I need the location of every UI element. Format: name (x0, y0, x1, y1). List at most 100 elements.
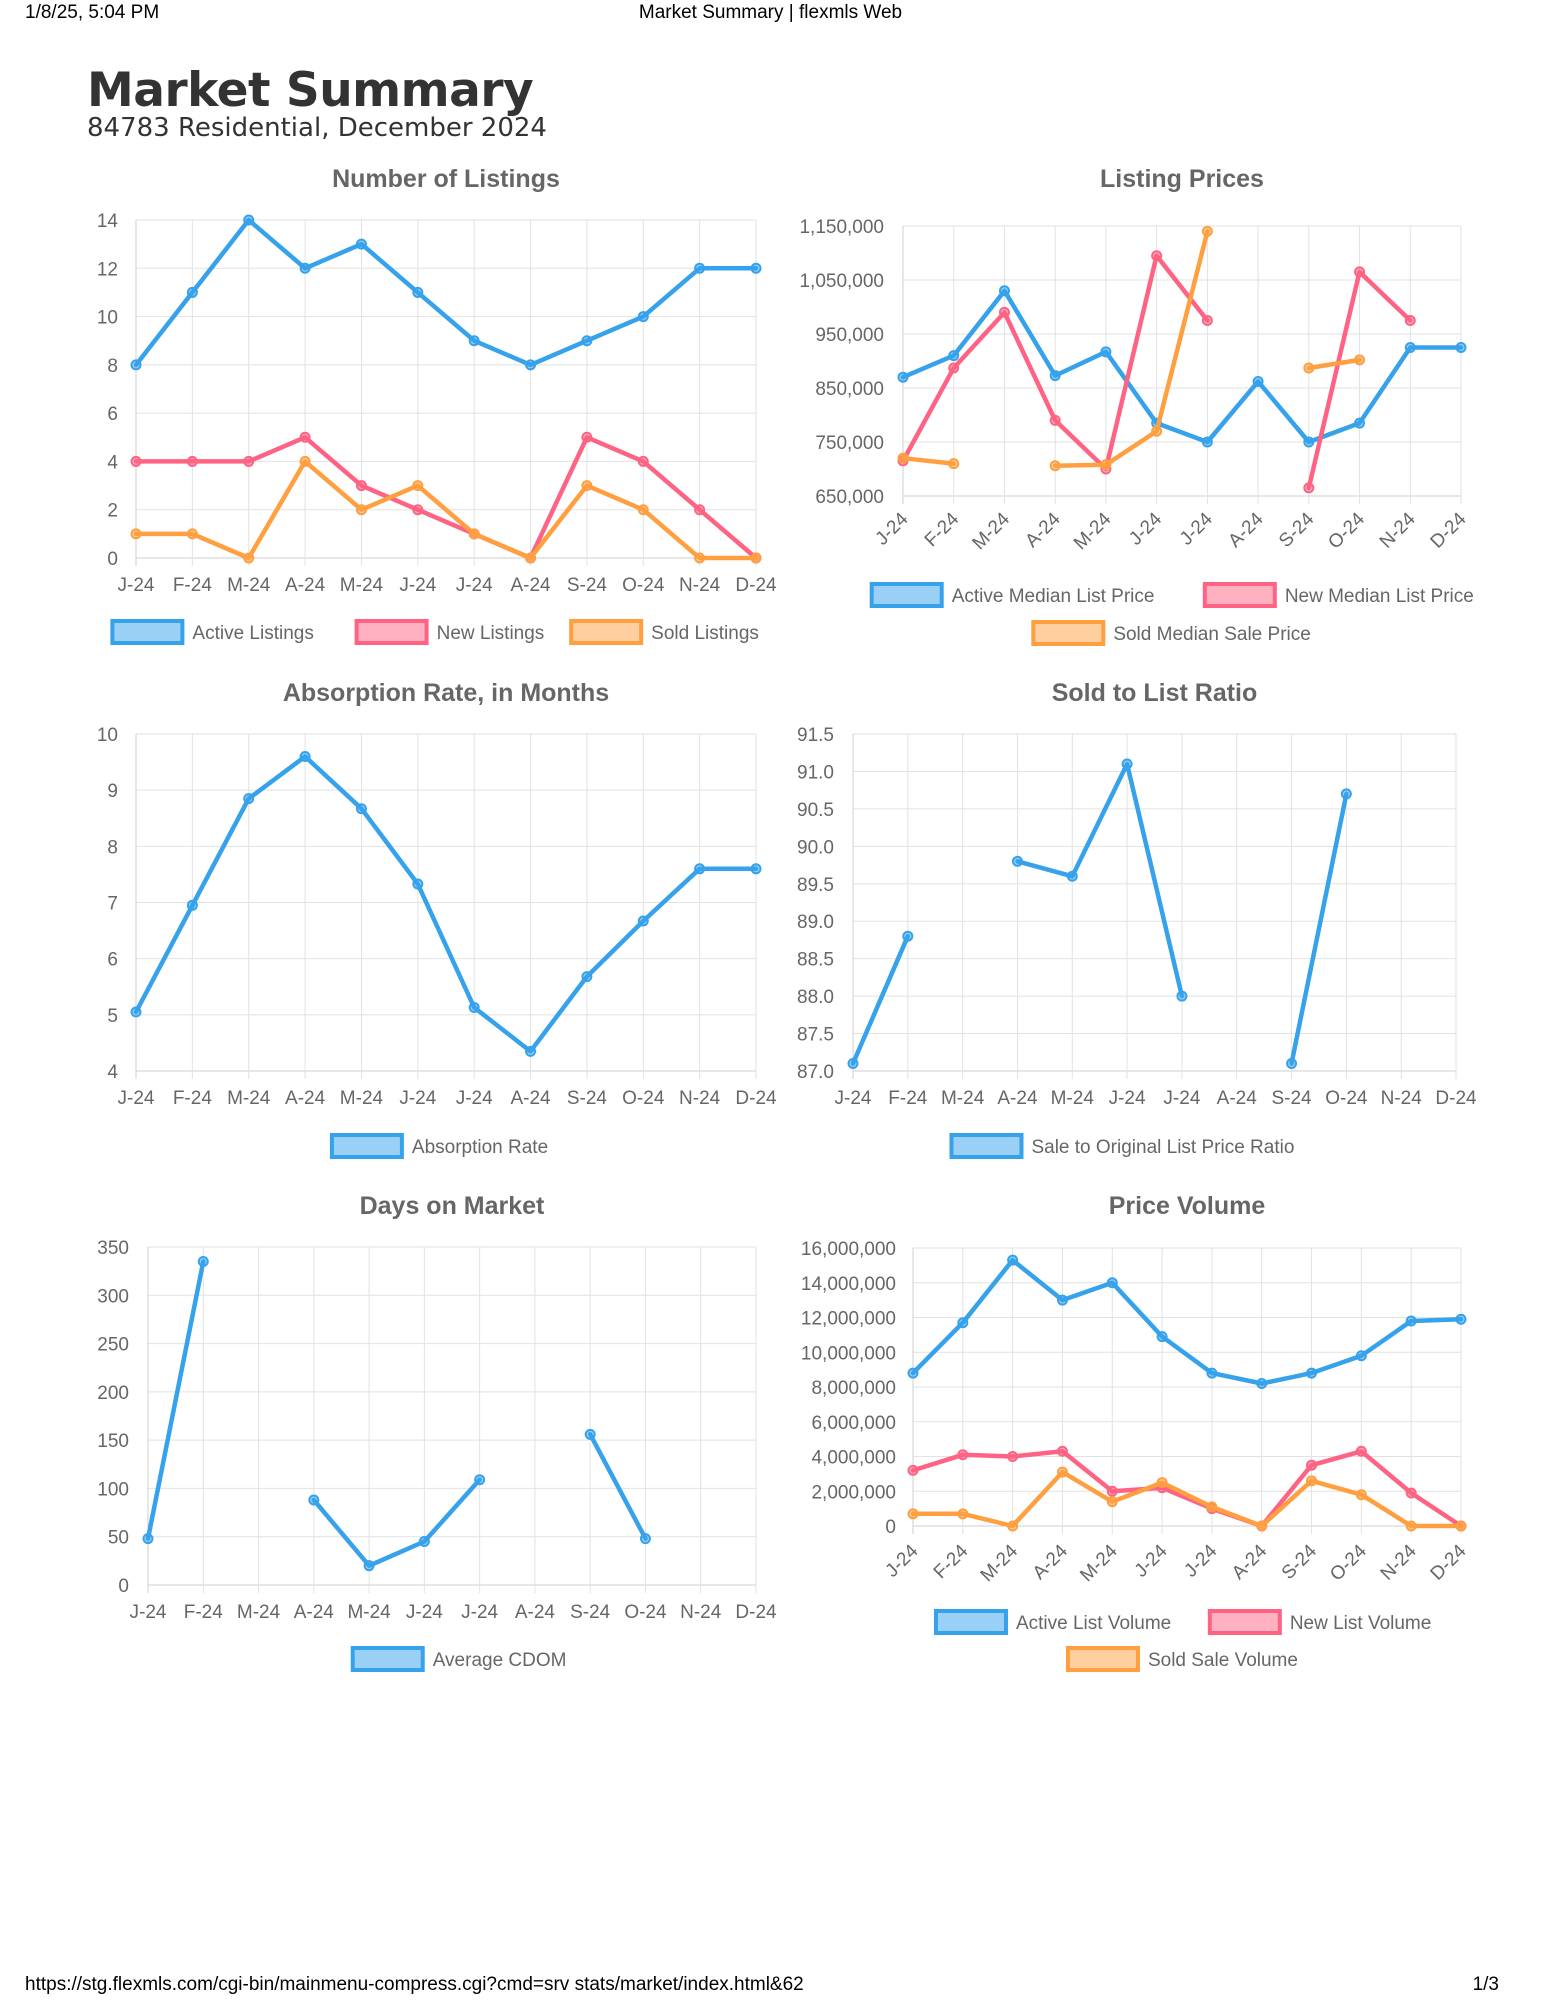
data-point[interactable] (1303, 436, 1315, 448)
data-point[interactable] (581, 431, 593, 443)
data-point[interactable] (1355, 1350, 1367, 1362)
legend-swatch[interactable] (569, 619, 644, 645)
legend-swatch[interactable] (354, 619, 429, 645)
data-point[interactable] (412, 480, 424, 492)
data-point[interactable] (1306, 1459, 1318, 1471)
legend-label[interactable]: Sold Listings (651, 623, 759, 644)
data-point[interactable] (299, 262, 311, 274)
data-point[interactable] (525, 359, 537, 371)
data-point[interactable] (355, 480, 367, 492)
legend-label[interactable]: Absorption Rate (412, 1137, 548, 1158)
data-point[interactable] (1106, 1496, 1118, 1508)
data-point[interactable] (581, 335, 593, 347)
data-point[interactable] (525, 552, 537, 564)
data-point[interactable] (639, 1533, 651, 1545)
data-point[interactable] (1011, 855, 1023, 867)
data-point[interactable] (1007, 1451, 1019, 1462)
data-point[interactable] (1354, 266, 1366, 278)
data-point[interactable] (186, 528, 198, 540)
data-point[interactable] (637, 455, 649, 467)
legend-swatch[interactable] (933, 1609, 1008, 1635)
legend-swatch[interactable] (329, 1133, 404, 1159)
data-point[interactable] (1405, 1487, 1417, 1499)
data-point[interactable] (1306, 1367, 1318, 1379)
data-point[interactable] (1256, 1520, 1268, 1532)
legend-label[interactable]: New Listings (437, 623, 545, 644)
data-point[interactable] (637, 311, 649, 323)
data-point[interactable] (186, 899, 198, 911)
data-point[interactable] (1256, 1378, 1268, 1390)
data-point[interactable] (243, 455, 255, 467)
data-point[interactable] (902, 930, 914, 942)
legend-label[interactable]: New List Volume (1290, 1613, 1432, 1634)
legend-label[interactable]: Active Median List Price (952, 586, 1155, 607)
data-point[interactable] (1340, 788, 1352, 800)
data-point[interactable] (1007, 1520, 1019, 1532)
data-point[interactable] (1106, 1277, 1118, 1289)
data-point[interactable] (1355, 1445, 1367, 1457)
data-point[interactable] (581, 971, 593, 983)
data-point[interactable] (130, 455, 142, 467)
data-point[interactable] (1404, 342, 1416, 353)
data-point[interactable] (299, 431, 311, 443)
data-point[interactable] (750, 552, 762, 564)
data-point[interactable] (847, 1058, 859, 1070)
data-point[interactable] (1303, 482, 1315, 494)
legend-swatch[interactable] (1207, 1609, 1282, 1635)
data-point[interactable] (1404, 315, 1416, 326)
legend-swatch[interactable] (949, 1133, 1024, 1159)
data-point[interactable] (1176, 990, 1188, 1002)
data-point[interactable] (637, 915, 649, 927)
data-point[interactable] (637, 504, 649, 516)
data-point[interactable] (1056, 1445, 1068, 1457)
data-point[interactable] (1056, 1466, 1068, 1478)
legend-swatch[interactable] (110, 619, 185, 645)
data-point[interactable] (1405, 1315, 1417, 1327)
data-point[interactable] (1252, 376, 1264, 388)
data-point[interactable] (907, 1508, 919, 1520)
data-point[interactable] (694, 552, 706, 564)
data-point[interactable] (694, 504, 706, 516)
data-point[interactable] (1303, 362, 1315, 374)
data-point[interactable] (1201, 315, 1213, 326)
data-point[interactable] (1455, 1313, 1467, 1325)
data-point[interactable] (1354, 417, 1366, 429)
data-point[interactable] (948, 362, 960, 374)
data-point[interactable] (1100, 346, 1112, 358)
legend-swatch[interactable] (869, 582, 944, 608)
legend-label[interactable]: Active Listings (192, 623, 313, 644)
legend-label[interactable]: New Median List Price (1285, 586, 1474, 607)
data-point[interactable] (1286, 1058, 1298, 1070)
data-point[interactable] (1049, 414, 1061, 426)
data-point[interactable] (957, 1508, 969, 1520)
data-point[interactable] (1156, 1331, 1168, 1343)
data-point[interactable] (907, 1464, 919, 1476)
data-point[interactable] (1206, 1367, 1218, 1379)
data-point[interactable] (243, 552, 255, 564)
data-point[interactable] (468, 335, 480, 347)
data-point[interactable] (1049, 460, 1061, 472)
legend-label[interactable]: Sold Median Sale Price (1113, 624, 1311, 645)
data-point[interactable] (1206, 1501, 1218, 1513)
data-point[interactable] (130, 528, 142, 540)
legend-swatch[interactable] (1202, 582, 1277, 608)
data-point[interactable] (948, 458, 960, 470)
data-point[interactable] (1007, 1254, 1019, 1266)
data-point[interactable] (243, 214, 255, 226)
legend-swatch[interactable] (1065, 1646, 1140, 1672)
data-point[interactable] (1151, 250, 1163, 262)
data-point[interactable] (907, 1367, 919, 1379)
data-point[interactable] (1156, 1477, 1168, 1489)
data-point[interactable] (694, 863, 706, 875)
data-point[interactable] (412, 878, 424, 890)
data-point[interactable] (998, 306, 1010, 318)
data-point[interactable] (1056, 1294, 1068, 1306)
data-point[interactable] (355, 504, 367, 516)
data-point[interactable] (998, 285, 1010, 297)
data-point[interactable] (1455, 342, 1467, 353)
data-point[interactable] (948, 350, 960, 362)
data-point[interactable] (355, 803, 367, 815)
data-point[interactable] (474, 1474, 486, 1486)
data-point[interactable] (1306, 1475, 1318, 1487)
data-point[interactable] (130, 1006, 142, 1018)
